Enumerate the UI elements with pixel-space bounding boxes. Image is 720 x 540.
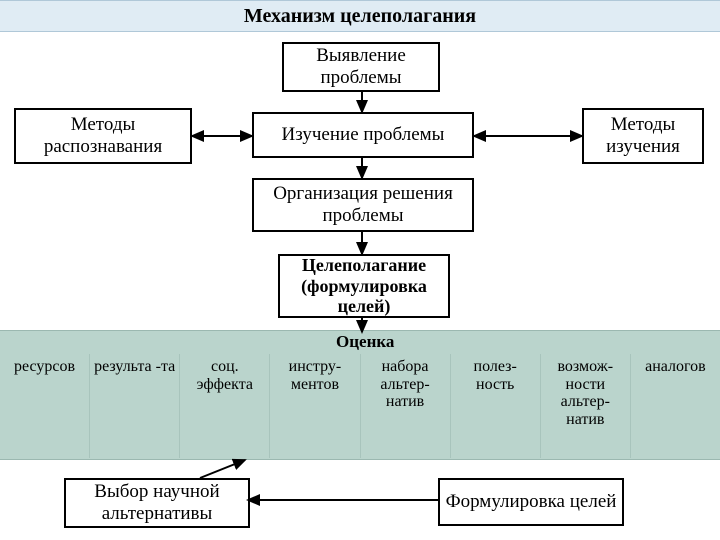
- evaluation-title: Оценка: [336, 332, 394, 352]
- box-label: Целеполагание (формулировка целей): [284, 255, 444, 317]
- eval-col: соц. эффекта: [180, 354, 270, 458]
- box-label: Методы распознавания: [20, 114, 186, 158]
- eval-col: инстру- ментов: [270, 354, 360, 458]
- eval-col: аналогов: [631, 354, 720, 458]
- box-label: Изучение проблемы: [282, 124, 445, 146]
- box-label: Выбор научной альтернативы: [70, 481, 244, 525]
- box-label: Выявление проблемы: [288, 45, 434, 89]
- eval-col-label: результа -та: [94, 358, 175, 376]
- eval-col-label: инстру- ментов: [272, 358, 357, 393]
- box-study-methods: Методы изучения: [582, 108, 704, 164]
- box-organization: Организация решения проблемы: [252, 178, 474, 232]
- box-scientific-choice: Выбор научной альтернативы: [64, 478, 250, 528]
- eval-col-label: соц. эффекта: [182, 358, 267, 393]
- eval-col: ресурсов: [0, 354, 90, 458]
- eval-col: набора альтер- натив: [361, 354, 451, 458]
- eval-col: полез- ность: [451, 354, 541, 458]
- eval-col: возмож- ности альтер- натив: [541, 354, 631, 458]
- box-label: Методы изучения: [588, 114, 698, 158]
- evaluation-columns: ресурсов результа -та соц. эффекта инстр…: [0, 354, 720, 458]
- eval-col-label: набора альтер- натив: [363, 358, 448, 411]
- eval-col-label: ресурсов: [14, 358, 75, 376]
- eval-col-label: полез- ность: [453, 358, 538, 393]
- box-problem-study: Изучение проблемы: [252, 112, 474, 158]
- box-goal-setting: Целеполагание (формулировка целей): [278, 254, 450, 318]
- title-text: Механизм целеполагания: [244, 5, 476, 28]
- eval-title-text: Оценка: [336, 332, 394, 351]
- box-problem-detection: Выявление проблемы: [282, 42, 440, 92]
- box-recognition-methods: Методы распознавания: [14, 108, 192, 164]
- box-goal-formulation: Формулировка целей: [438, 478, 624, 526]
- eval-col-label: возмож- ности альтер- натив: [543, 358, 628, 428]
- eval-col-label: аналогов: [645, 358, 706, 376]
- eval-col: результа -та: [90, 354, 180, 458]
- box-label: Формулировка целей: [446, 491, 617, 513]
- page-title: Механизм целеполагания: [0, 0, 720, 32]
- box-label: Организация решения проблемы: [258, 183, 468, 227]
